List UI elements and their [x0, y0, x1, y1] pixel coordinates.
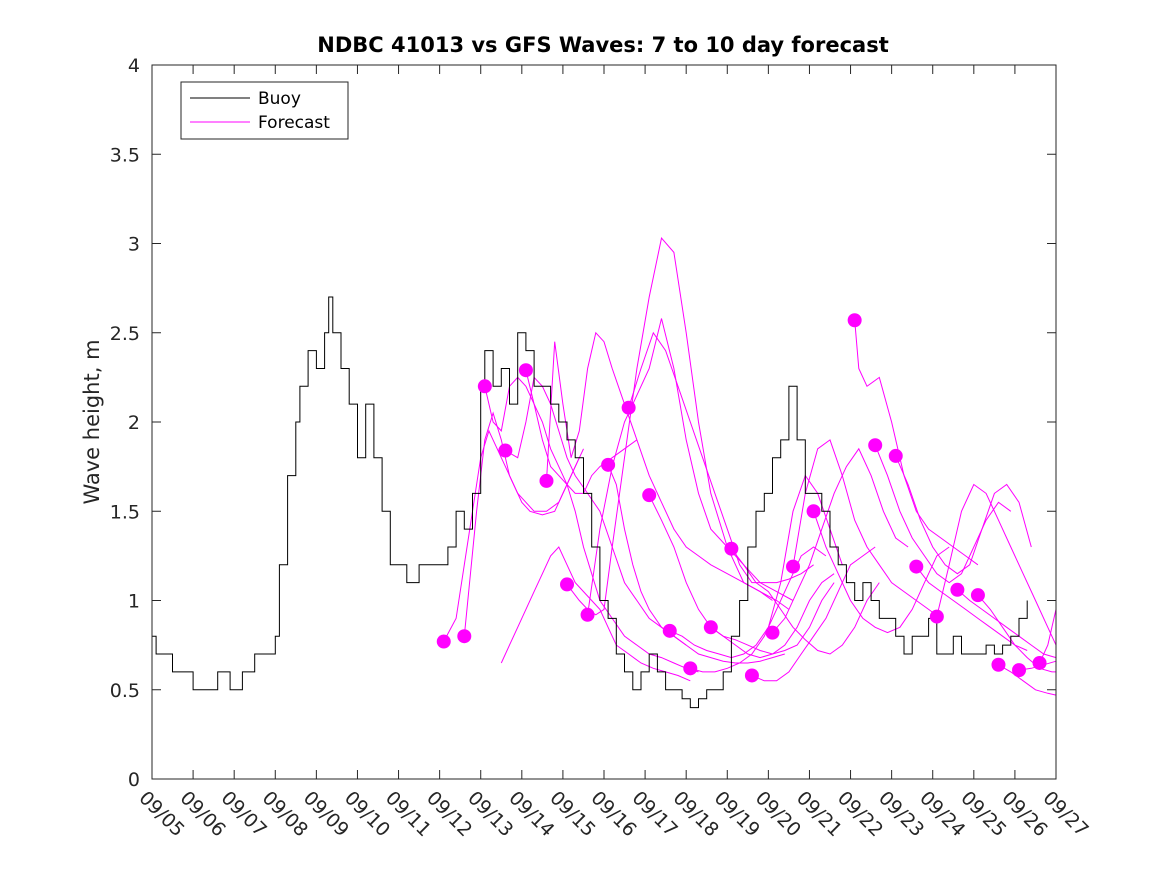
x-tick-label: 09/27 [1038, 787, 1092, 841]
legend: Buoy Forecast [180, 81, 349, 140]
y-tick-label: 0 [128, 769, 140, 791]
forecast-line [525, 370, 699, 673]
forecast-line [669, 474, 843, 659]
forecast-line [566, 237, 773, 616]
y-axis-label: Wave height, m [80, 339, 104, 504]
x-tick-label: 09/17 [628, 787, 682, 841]
forecast-point [888, 448, 903, 463]
forecast-line [690, 546, 827, 673]
forecast-line [648, 494, 835, 655]
forecast-point [744, 668, 759, 683]
x-tick-label: 09/15 [545, 787, 599, 841]
buoy-line [152, 296, 1028, 709]
x-tick-label: 09/21 [792, 787, 846, 841]
y-tick-label: 0.5 [110, 680, 140, 702]
forecast-point [560, 577, 575, 592]
legend-box [180, 81, 349, 140]
x-tick-label: 09/12 [422, 787, 476, 841]
forecast-point [518, 363, 533, 378]
x-tick-label: 09/07 [217, 787, 271, 841]
x-tick-label: 09/11 [381, 787, 435, 841]
forecast-point [436, 634, 451, 649]
x-tick-label: 09/05 [134, 787, 188, 841]
forecast-point [847, 313, 862, 328]
y-tick-label: 1.5 [110, 501, 140, 523]
y-tick-label: 1 [128, 591, 140, 613]
forecast-line [874, 445, 1012, 584]
x-tick-label: 09/08 [258, 787, 312, 841]
x-tick-label: 09/13 [463, 787, 517, 841]
forecast-line [628, 331, 814, 584]
forecast-line [977, 594, 1056, 673]
forecast-point [539, 473, 554, 488]
forecast-line [443, 429, 580, 642]
legend-forecast-label: Forecast [258, 113, 330, 133]
x-tick-label: 09/09 [299, 787, 353, 841]
forecast-line [998, 664, 1057, 696]
forecast-point [724, 541, 739, 556]
forecast-point [662, 623, 677, 638]
x-tick-label: 09/19 [710, 787, 764, 841]
x-tick-label: 09/22 [833, 787, 887, 841]
y-tick-label: 3 [128, 234, 140, 256]
forecast-line [731, 548, 880, 655]
forecast-point [457, 629, 472, 644]
y-tick-label: 2.5 [110, 323, 140, 345]
forecast-point [970, 588, 985, 603]
forecast-point [806, 504, 821, 519]
plot-area-frame [151, 64, 1057, 780]
forecast-line [484, 376, 638, 494]
forecast-point [991, 657, 1006, 672]
forecast-line [500, 546, 691, 682]
forecast-point [580, 607, 595, 622]
forecast-line [895, 455, 1032, 575]
forecast-line [505, 376, 687, 646]
chart-title: NDBC 41013 vs GFS Waves: 7 to 10 day for… [317, 33, 888, 57]
forecast-point [765, 625, 780, 640]
forecast-point [621, 400, 636, 415]
forecast-point [909, 559, 924, 574]
forecast-point [642, 488, 657, 503]
forecast-line [546, 331, 790, 610]
forecast-point [786, 559, 801, 574]
forecast-line [710, 573, 835, 659]
legend-buoy-label: Buoy [258, 89, 301, 109]
forecast-point [498, 443, 513, 458]
forecast-line [813, 511, 950, 634]
forecast-line [957, 589, 1057, 659]
forecast-point [1032, 655, 1047, 670]
x-tick-label: 09/18 [669, 787, 723, 841]
forecast-line [854, 320, 979, 566]
forecast-line [607, 464, 785, 664]
x-tick-label: 09/20 [751, 787, 805, 841]
forecast-line [751, 546, 876, 682]
forecast-point [868, 438, 883, 453]
forecast-point [929, 609, 944, 624]
forecast-line [915, 566, 1028, 651]
y-tick-label: 3.5 [110, 144, 140, 166]
x-tick-label: 09/14 [504, 787, 558, 841]
forecast-point [477, 379, 492, 394]
forecast-point [601, 457, 616, 472]
x-tick-label: 09/25 [956, 787, 1010, 841]
x-tick-label: 09/24 [915, 787, 969, 841]
forecast-line [463, 411, 584, 637]
y-tick-label: 2 [128, 412, 140, 434]
forecast-line [587, 318, 794, 615]
x-tick-label: 09/26 [997, 787, 1051, 841]
y-tick-label: 4 [128, 55, 140, 77]
x-tick-label: 09/10 [340, 787, 394, 841]
forecast-point [1012, 663, 1027, 678]
x-tick-label: 09/06 [176, 787, 230, 841]
forecast-point [703, 620, 718, 635]
forecast-point [683, 661, 698, 676]
forecast-line [772, 447, 909, 633]
x-tick-label: 09/16 [586, 787, 640, 841]
forecast-line [936, 483, 1057, 646]
x-tick-label: 09/23 [874, 787, 928, 841]
forecast-point [950, 582, 965, 597]
